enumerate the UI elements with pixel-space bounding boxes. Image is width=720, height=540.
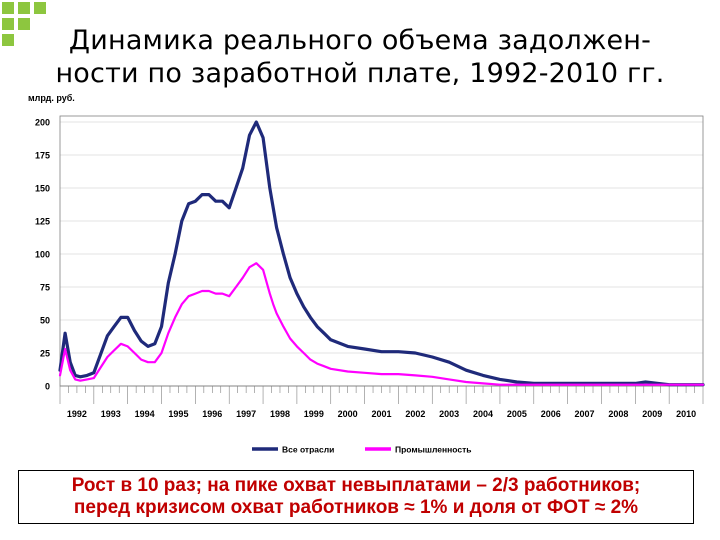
- title-line-1: Динамика реального объема задолжен-: [68, 25, 652, 56]
- legend-label: Промышленность: [395, 445, 472, 455]
- plot-frame: [59, 115, 704, 387]
- corner-decoration: [2, 2, 46, 46]
- x-tick-label: 2006: [541, 409, 561, 419]
- x-tick-label: 1996: [202, 409, 222, 419]
- corner-square: [18, 2, 30, 14]
- x-tick-label: 2000: [338, 409, 358, 419]
- y-tick-label: 125: [35, 217, 50, 227]
- corner-square: [34, 2, 46, 14]
- x-tick-label: 2002: [405, 409, 425, 419]
- y-tick-label: 175: [35, 151, 50, 161]
- x-tick-label: 1992: [67, 409, 87, 419]
- gridlines: [60, 121, 703, 387]
- x-tick-label: 2004: [473, 409, 493, 419]
- x-tick-label: 1997: [236, 409, 256, 419]
- axes: [59, 115, 704, 404]
- y-axis-unit-label: млрд. руб.: [28, 93, 75, 103]
- y-tick-labels: 0 25 50 75 100 125 150 175 200: [35, 118, 50, 392]
- y-tick-label: 25: [40, 349, 50, 359]
- y-tick-label: 200: [35, 118, 50, 128]
- x-tick-label: 1995: [168, 409, 188, 419]
- title-line-2: ности по заработной плате, 1992-2010 гг.: [55, 58, 665, 89]
- summary-line-2: перед кризисом охват работников ≈ 1% и д…: [73, 497, 639, 518]
- x-tick-label: 2003: [439, 409, 459, 419]
- legend: Все отрасли Промышленность: [252, 445, 472, 455]
- corner-square: [2, 2, 14, 14]
- y-tick-label: 0: [45, 382, 50, 392]
- corner-square: [2, 18, 14, 30]
- x-tick-label: 2010: [676, 409, 696, 419]
- x-tick-label: 1999: [304, 409, 324, 419]
- x-tick-label: 2001: [371, 409, 391, 419]
- y-tick-label: 150: [35, 184, 50, 194]
- x-tick-label: 1994: [135, 409, 155, 419]
- series-lines: [58, 120, 705, 387]
- summary-box: Рост в 10 раз; на пике охват невыплатами…: [18, 470, 694, 524]
- legend-label: Все отрасли: [282, 445, 334, 455]
- corner-square: [2, 34, 14, 46]
- x-tick-label: 2009: [642, 409, 662, 419]
- x-tick-label: 2005: [507, 409, 527, 419]
- series-line-1: [58, 120, 705, 387]
- y-tick-label: 100: [35, 250, 50, 260]
- x-tick-label: 1998: [270, 409, 290, 419]
- page-title: Динамика реального объема задолжен- ност…: [0, 24, 720, 90]
- x-tick-label: 1993: [101, 409, 121, 419]
- x-tick-label: 2007: [575, 409, 595, 419]
- y-tick-label: 75: [40, 283, 50, 293]
- series-line-2: [58, 262, 705, 386]
- y-tick-label: 50: [40, 316, 50, 326]
- x-tick-labels: 1992 1993 1994 1995 1996 1997 1998 1999 2000 2001…: [67, 409, 696, 419]
- corner-square: [18, 18, 30, 30]
- summary-line-1: Рост в 10 раз; на пике охват невыплатами…: [71, 475, 641, 496]
- x-tick-label: 2008: [608, 409, 628, 419]
